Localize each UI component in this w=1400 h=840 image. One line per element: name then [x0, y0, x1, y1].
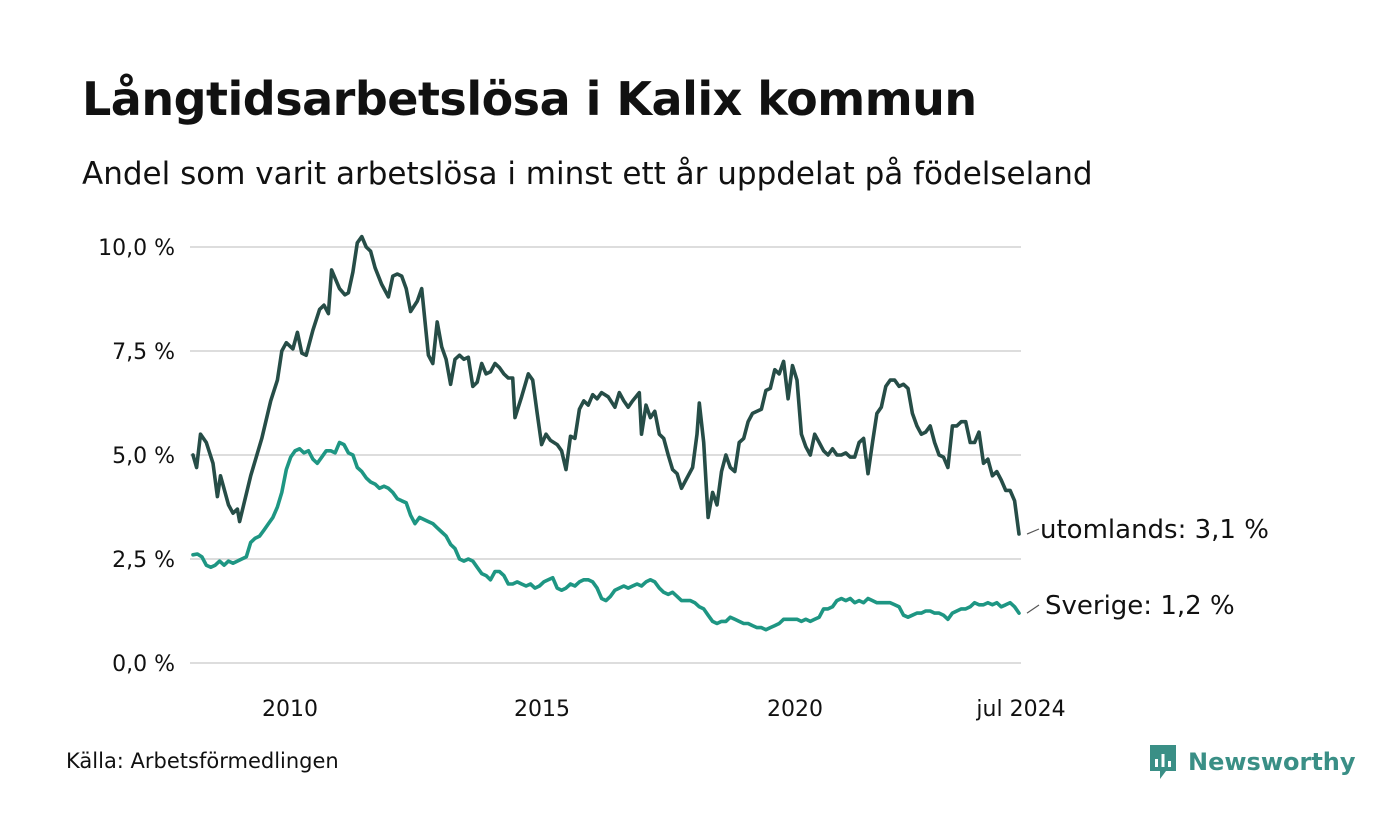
source-note: Källa: Arbetsförmedlingen	[66, 749, 339, 773]
end-label-utomlands: utomlands: 3,1 %	[1040, 515, 1269, 545]
bar-chart-speech-icon	[1150, 745, 1176, 779]
y-tick-label: 2,5 %	[112, 548, 175, 573]
y-tick-label: 0,0 %	[112, 652, 175, 677]
y-tick-label: 7,5 %	[112, 340, 175, 365]
x-tick-label: jul 2024	[975, 697, 1065, 722]
y-axis-ticks: 0,0 % 2,5 % 5,0 % 7,5 % 10,0 %	[98, 236, 175, 677]
x-tick-label: 2015	[514, 697, 570, 722]
end-label-connector	[1026, 528, 1040, 535]
y-tick-label: 10,0 %	[98, 236, 175, 261]
grid-lines	[190, 246, 1021, 664]
end-label-connector	[1026, 604, 1040, 614]
series-lines	[191, 234, 1021, 632]
brand-logo: Newsworthy	[1148, 742, 1356, 782]
x-tick-label: 2010	[262, 697, 318, 722]
x-axis-ticks: 2010 2015 2020 jul 2024	[262, 697, 1066, 722]
series-line-utomlands	[191, 234, 1021, 536]
y-tick-label: 5,0 %	[112, 444, 175, 469]
chart-subtitle: Andel som varit arbetslösa i minst ett å…	[82, 156, 1093, 192]
brand-name: Newsworthy	[1188, 748, 1356, 776]
chart-title: Långtidsarbetslösa i Kalix kommun	[82, 72, 977, 126]
end-labels: utomlands: 3,1 % Sverige: 1,2 %	[1026, 515, 1269, 621]
series-line-sverige	[191, 440, 1021, 632]
x-tick-label: 2020	[767, 697, 823, 722]
end-label-sverige: Sverige: 1,2 %	[1045, 591, 1235, 621]
